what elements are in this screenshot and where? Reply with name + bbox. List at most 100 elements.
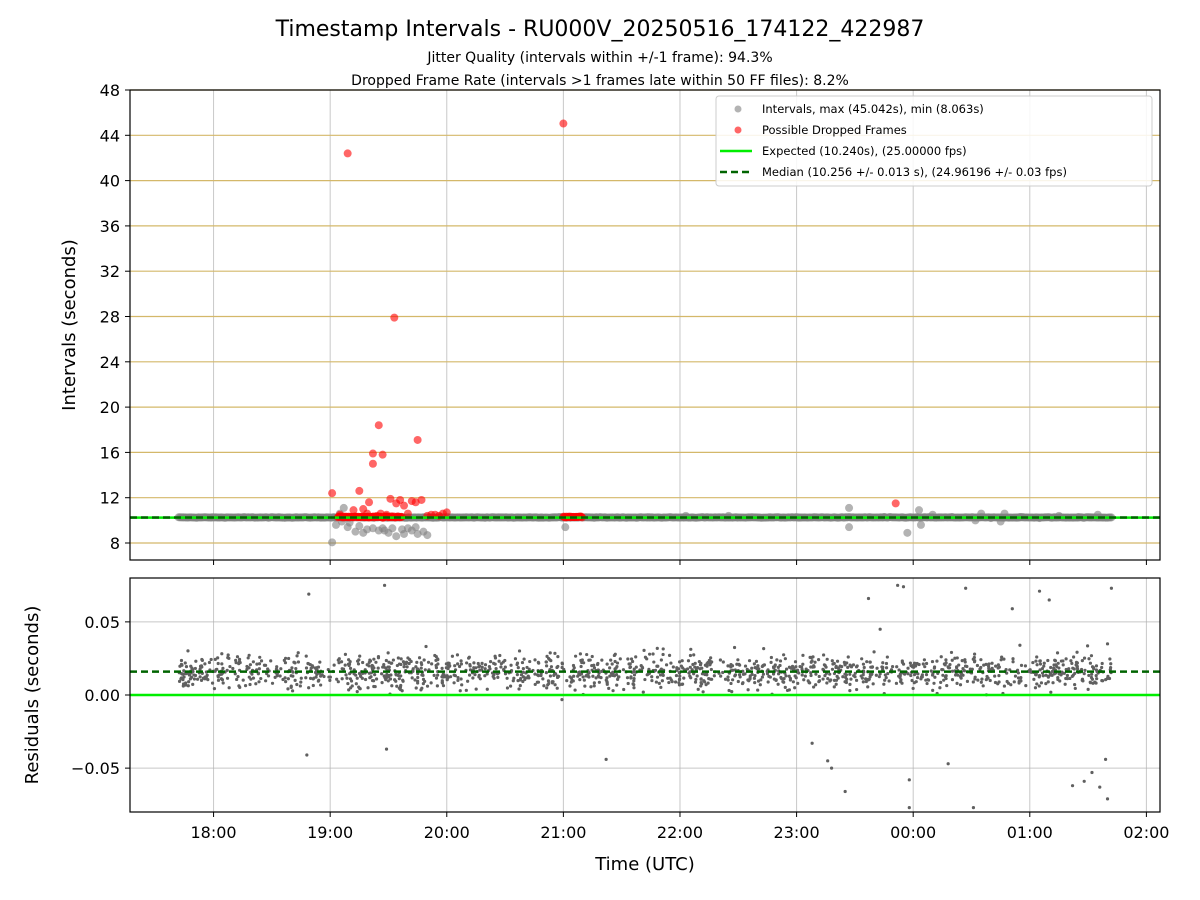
residual-point: [906, 666, 910, 670]
residual-point: [206, 678, 210, 682]
residuals-plot-area: [130, 583, 1160, 810]
residual-point: [295, 682, 299, 687]
residual-point: [984, 662, 988, 666]
residual-point: [357, 686, 362, 691]
intervals-y-tick-label: 16: [100, 443, 120, 462]
residual-point: [710, 677, 714, 681]
residual-point: [709, 667, 713, 672]
residual-point: [1090, 665, 1095, 669]
interval-point: [411, 523, 420, 532]
residual-point: [290, 666, 294, 670]
residual-point: [753, 665, 757, 670]
residual-point: [994, 664, 998, 668]
residual-point: [258, 655, 262, 659]
residual-point: [828, 672, 832, 676]
residual-point: [592, 681, 596, 685]
residual-point: [525, 665, 529, 670]
residual-point: [1053, 658, 1057, 662]
residual-point: [492, 661, 496, 665]
residual-point: [678, 674, 682, 678]
chart-legend: Intervals, max (45.042s), min (8.063s) P…: [715, 95, 1153, 187]
residual-point: [851, 663, 856, 667]
residual-point: [499, 665, 503, 669]
residual-point: [345, 676, 349, 680]
residual-point: [830, 667, 835, 671]
residuals-x-ticks: 18:00 19:00 20:00 21:00 22:00 23:00 00:00 01:00…: [191, 812, 1169, 842]
residual-point: [456, 678, 460, 682]
residual-point: [304, 666, 309, 670]
residual-point: [511, 679, 515, 683]
residual-point: [855, 687, 859, 692]
residual-point: [607, 686, 611, 690]
residual-point: [586, 672, 590, 677]
residual-point: [849, 677, 853, 681]
residual-point: [821, 677, 825, 681]
residual-point: [880, 665, 884, 669]
residual-point: [844, 675, 848, 680]
residual-point: [657, 681, 661, 685]
residual-point: [220, 662, 224, 666]
intervals-y-tick-label: 40: [100, 172, 120, 191]
residual-point: [769, 655, 773, 660]
residual-point: [494, 666, 498, 671]
residual-point: [674, 673, 679, 678]
residual-point: [548, 658, 552, 662]
residual-point: [347, 688, 351, 692]
residual-point: [1034, 672, 1038, 677]
residual-point: [843, 663, 847, 667]
residual-point: [1080, 658, 1084, 663]
residual-point: [997, 680, 1001, 684]
residual-point: [382, 674, 386, 678]
residual-point: [380, 681, 384, 685]
residual-point: [610, 673, 615, 677]
residual-point: [997, 674, 1001, 678]
residual-point: [397, 662, 402, 666]
residual-point: [1085, 644, 1090, 648]
residual-point: [949, 650, 954, 655]
residual-point: [290, 689, 295, 693]
residual-point: [883, 673, 887, 677]
residual-point: [906, 672, 910, 676]
residual-point: [1073, 686, 1077, 691]
residual-point: [318, 660, 322, 664]
residual-point: [613, 659, 617, 664]
residual-point: [932, 666, 937, 670]
residual-point: [246, 656, 250, 660]
residual-point: [908, 661, 913, 665]
residual-point: [1034, 659, 1038, 663]
residual-point: [519, 673, 524, 677]
dropped-frame-point: [417, 495, 426, 504]
residual-point: [655, 675, 660, 679]
residual-point: [565, 679, 569, 683]
residual-point: [536, 674, 541, 678]
residual-point: [241, 678, 245, 682]
residual-point: [611, 670, 615, 674]
residual-point: [938, 686, 942, 690]
residual-point: [871, 682, 875, 686]
interval-point: [977, 509, 986, 518]
residual-point: [808, 655, 812, 660]
residual-point: [776, 672, 781, 676]
residual-point: [645, 657, 649, 661]
residual-point: [257, 680, 261, 684]
residual-point: [1011, 657, 1015, 661]
interval-point: [328, 538, 337, 547]
residual-point: [993, 674, 997, 678]
residual-point: [769, 660, 773, 664]
residual-point: [721, 670, 725, 675]
interval-point: [916, 520, 925, 529]
residual-point: [972, 660, 977, 664]
residual-point: [870, 665, 874, 669]
residual-point: [592, 684, 596, 688]
residual-point: [493, 656, 498, 660]
residual-point: [898, 672, 902, 676]
residual-point: [907, 806, 911, 810]
residual-point: [489, 660, 493, 664]
residual-point: [186, 684, 190, 688]
residual-point: [434, 655, 438, 659]
residual-point: [823, 674, 827, 678]
residual-point: [372, 657, 376, 661]
residual-point: [748, 676, 752, 680]
residual-point: [483, 667, 487, 671]
residual-point: [1055, 651, 1060, 655]
